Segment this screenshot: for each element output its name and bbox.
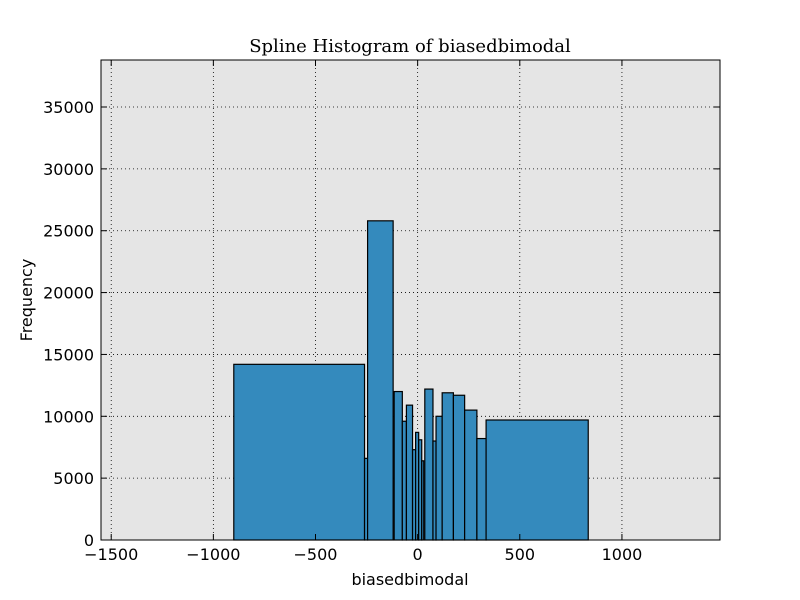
y-tick-label: 20000: [43, 284, 94, 303]
y-tick-label: 10000: [43, 407, 94, 426]
histogram-bar: [485, 419, 589, 541]
histogram-bar: [424, 388, 434, 541]
x-tick-label: 0: [413, 545, 423, 564]
x-tick-label: −500: [294, 545, 338, 564]
histogram-bar: [233, 363, 366, 541]
axis-ticks: −1500 −1000 −500 0 500 1000050001000015000200…: [43, 60, 720, 564]
histogram-bar: [435, 415, 443, 541]
y-tick-label: 15000: [43, 345, 94, 364]
y-tick-label: 5000: [53, 469, 94, 488]
histogram-bar: [393, 390, 403, 541]
x-tick-label: 1000: [602, 545, 643, 564]
y-tick-label: 0: [84, 531, 94, 550]
histogram-bar: [401, 420, 408, 541]
y-tick-label: 30000: [43, 160, 94, 179]
grid-lines: [101, 60, 720, 541]
histogram-bars: [233, 220, 589, 541]
chart-title: Spline Histogram of biasedbimodal: [249, 36, 571, 57]
histogram-bar: [421, 460, 425, 541]
y-axis-label: Frequency: [17, 259, 36, 342]
histogram-bar: [452, 394, 466, 541]
x-tick-label: −1500: [84, 545, 138, 564]
histogram-bar: [441, 392, 455, 541]
x-axis-label: biasedbimodal: [351, 570, 468, 589]
plot-frame: [100, 59, 721, 541]
histogram-bar: [464, 409, 478, 541]
x-tick-label: 500: [505, 545, 536, 564]
y-tick-label: 35000: [43, 98, 94, 117]
histogram-bar: [476, 437, 487, 541]
histogram-bar: [405, 404, 414, 541]
x-tick-label: −1000: [186, 545, 240, 564]
y-tick-label: 25000: [43, 222, 94, 241]
histogram-bar: [366, 220, 394, 541]
